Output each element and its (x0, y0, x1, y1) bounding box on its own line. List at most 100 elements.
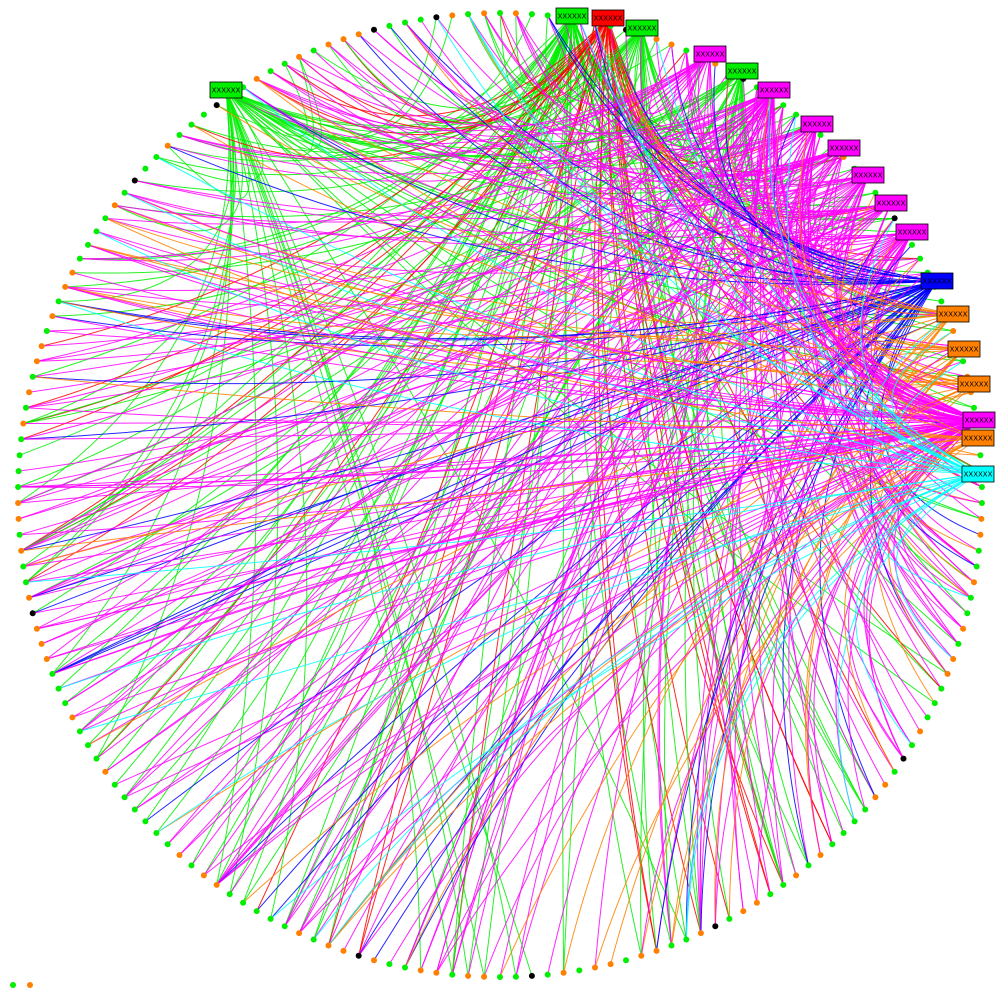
leaf-node (924, 714, 931, 721)
edge (891, 330, 975, 398)
edge (17, 89, 775, 504)
edge (578, 19, 979, 475)
edge (343, 38, 892, 220)
leaf-node (950, 328, 957, 334)
hub-label: XXXXXX (696, 51, 725, 59)
hub-box (920, 272, 954, 290)
leaf-node (668, 41, 675, 48)
edge (58, 473, 979, 690)
hub-node: XXXXXX (920, 272, 954, 290)
edge (328, 437, 979, 946)
hub-label: XXXXXX (939, 311, 968, 319)
edge (65, 286, 980, 421)
hub-box (962, 411, 996, 429)
edge (191, 17, 609, 160)
edge (832, 174, 948, 675)
leaf-node (909, 241, 915, 248)
edge (860, 217, 979, 475)
edge (467, 13, 965, 350)
edge (21, 437, 979, 552)
leaf-node (653, 36, 660, 43)
edge (28, 147, 845, 599)
leaf-node (29, 610, 36, 617)
edge (872, 258, 975, 385)
edge (256, 78, 954, 315)
leaf-node (638, 952, 645, 959)
edge (270, 473, 979, 920)
edge (670, 53, 730, 146)
leaf-node (93, 228, 100, 235)
edge (313, 15, 573, 940)
leaf-node (900, 755, 907, 762)
hub-box (957, 375, 991, 393)
leaf-node (753, 899, 760, 906)
edge (21, 419, 980, 440)
hub-node-layer: XXXXXX XXXXXX XXXXXX XXXXXX XXXXXX XXXXXX XXXX… (209, 7, 996, 483)
leaf-node (817, 132, 824, 138)
hub-box (895, 223, 929, 241)
edge (435, 16, 979, 475)
edge (313, 231, 913, 940)
edge (32, 123, 818, 378)
edge (105, 217, 979, 439)
leaf-node (683, 936, 690, 943)
edge (763, 95, 954, 315)
leaf-node (872, 189, 879, 196)
edge (895, 473, 979, 660)
edge (225, 56, 322, 150)
edge (594, 22, 979, 475)
edge (571, 15, 886, 208)
hub-label: XXXXXX (594, 15, 623, 23)
edge (216, 53, 711, 886)
edge (420, 174, 869, 971)
edge (692, 70, 743, 919)
hub-box (961, 429, 995, 447)
leaf-node (33, 358, 40, 365)
leaf-node (973, 563, 980, 570)
edge (17, 15, 573, 488)
hub-label: XXXXXX (628, 25, 657, 33)
hub-node: XXXXXX (851, 166, 885, 184)
leaf-node (26, 389, 33, 396)
leaf-node (49, 313, 56, 320)
stray-node (10, 982, 16, 988)
edge (225, 63, 308, 137)
hub-label: XXXXXX (964, 471, 993, 479)
edge (79, 473, 979, 732)
edge (203, 419, 980, 876)
edge (499, 12, 980, 421)
hub-box (725, 62, 759, 80)
hub-label: XXXXXX (558, 13, 587, 21)
edge (52, 280, 938, 675)
leaf-node (43, 656, 50, 662)
leaf-node (121, 189, 128, 196)
leaf-node (417, 16, 424, 23)
edge (404, 280, 938, 968)
leaf-node (909, 742, 915, 749)
hub-label: XXXXXX (923, 278, 952, 286)
edge (144, 15, 573, 822)
edge (639, 34, 775, 155)
edge (36, 419, 980, 630)
hub-box (947, 340, 981, 358)
leaf-node (213, 102, 220, 109)
edge (404, 22, 938, 282)
leaf-node (296, 53, 303, 60)
leaf-node (560, 969, 567, 976)
leaf-node (253, 908, 260, 915)
edge (819, 280, 938, 798)
edge (547, 15, 980, 421)
leaf-node (891, 215, 898, 222)
edge (134, 231, 913, 810)
edge (578, 19, 980, 421)
leaf-node (153, 830, 160, 836)
hub-box (693, 45, 727, 63)
edge (124, 89, 775, 798)
leaf-node (18, 436, 25, 443)
hub-box (961, 465, 995, 483)
edge (179, 15, 573, 160)
edge (640, 27, 702, 934)
leaf-node (153, 154, 160, 160)
edge (697, 56, 913, 238)
leaf-node (977, 531, 984, 538)
